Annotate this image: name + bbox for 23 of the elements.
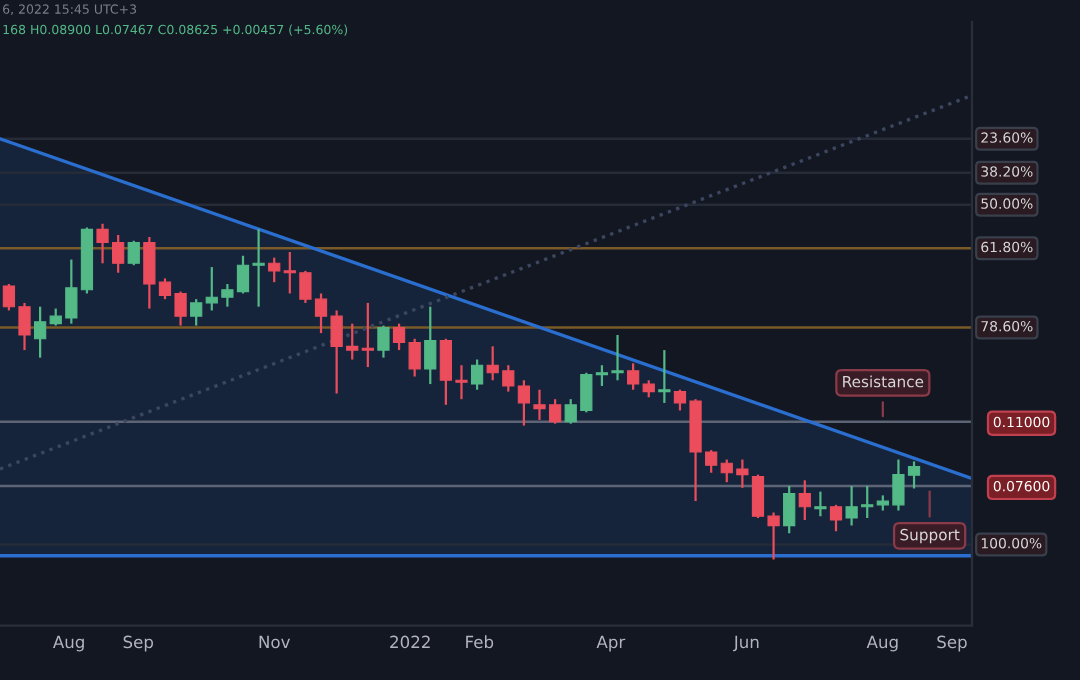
candlestick (361, 301, 374, 369)
candlestick (34, 305, 47, 359)
candlestick (190, 298, 203, 327)
x-tick-label: Nov (259, 635, 290, 649)
candlestick (658, 348, 671, 405)
candlestick (268, 256, 281, 284)
candlestick (783, 484, 796, 535)
candlestick (424, 305, 437, 386)
x-tick-label: Sep (123, 635, 154, 652)
candlestick (829, 503, 843, 533)
candlestick (470, 358, 484, 391)
x-tick-label: Sep (937, 635, 967, 652)
x-tick-label: Jun (732, 635, 759, 652)
x-tick-label: Aug (866, 635, 898, 652)
candlestick (627, 362, 640, 391)
candlestick (814, 490, 827, 518)
candlestick (798, 479, 811, 522)
x-tick-label: Feb (466, 635, 494, 649)
candlestick (377, 324, 390, 359)
x-tick-label: Apr (596, 635, 626, 652)
x-tick-label: Aug (52, 635, 84, 652)
x-tick-label: 2022 (390, 635, 430, 649)
candlestick (127, 239, 140, 267)
